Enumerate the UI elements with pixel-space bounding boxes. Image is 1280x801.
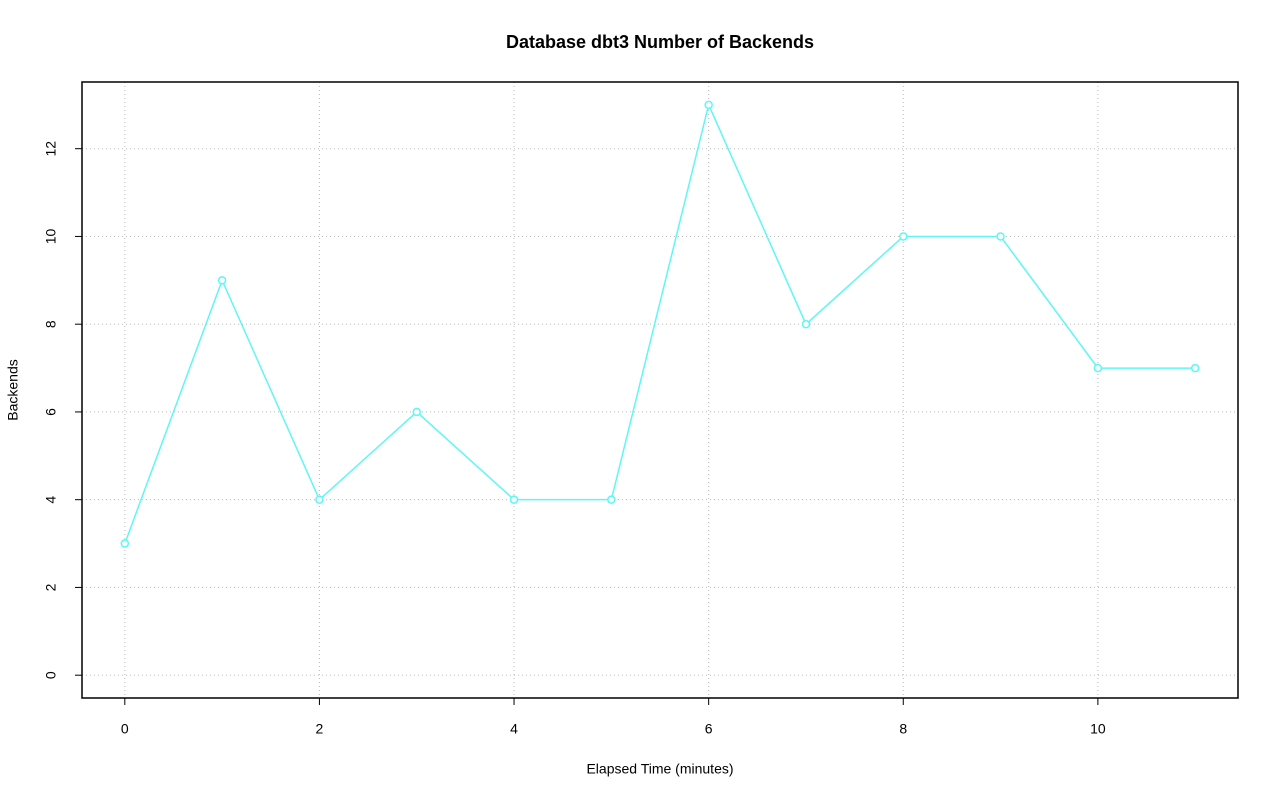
data-point	[412, 407, 421, 417]
y-tick-label: 0	[43, 671, 59, 679]
y-tick-label: 6	[43, 408, 59, 416]
data-point	[217, 276, 227, 285]
series-line	[124, 102, 1196, 544]
x-tick-label: 2	[316, 721, 324, 737]
data-point	[704, 100, 713, 110]
x-tick-label: 8	[899, 721, 907, 737]
y-axis-label: Backends	[5, 359, 21, 420]
data-point	[607, 495, 616, 504]
chart-title: Database dbt3 Number of Backends	[506, 32, 814, 52]
data-point	[1190, 363, 1200, 373]
data-point	[899, 232, 908, 241]
x-tick-label: 0	[121, 721, 129, 737]
data-point	[1093, 363, 1103, 373]
data-point	[801, 319, 811, 329]
x-tick-label: 6	[705, 721, 713, 737]
y-tick-label: 10	[43, 228, 59, 244]
data-point	[509, 495, 519, 504]
plot-frame	[81, 81, 1239, 699]
x-tick-label: 10	[1090, 721, 1106, 737]
y-tick-label: 2	[43, 583, 59, 591]
y-tick-label: 8	[43, 320, 59, 328]
y-tick-label: 12	[43, 141, 59, 157]
y-tick-label: 4	[43, 496, 59, 504]
data-point	[315, 495, 324, 504]
x-axis-label: Elapsed Time (minutes)	[586, 761, 733, 777]
x-tick-label: 4	[510, 721, 518, 737]
data-point	[120, 539, 130, 548]
data-point	[996, 232, 1005, 241]
